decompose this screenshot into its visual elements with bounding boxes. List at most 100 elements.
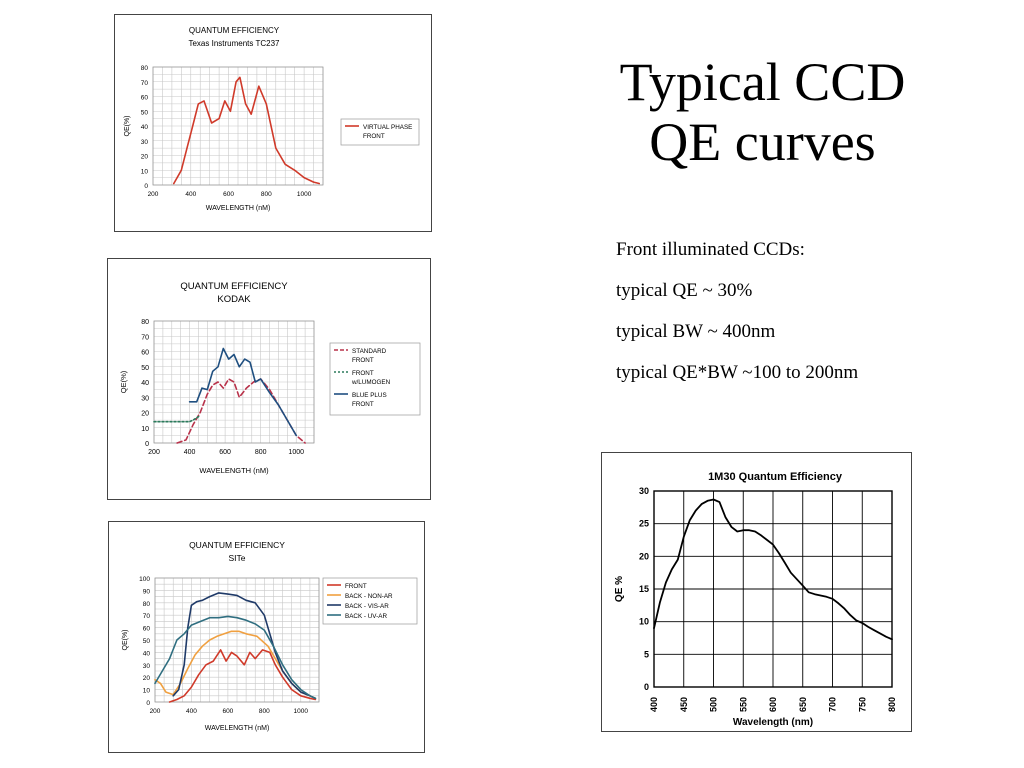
y-tick-label: 30 [141, 395, 149, 402]
y-tick-label: 15 [639, 584, 649, 594]
x-tick-label: 800 [261, 191, 272, 198]
chart-subtitle: Texas Instruments TC237 [188, 39, 280, 48]
y-tick-label: 100 [139, 576, 150, 583]
legend-label: FRONT [345, 583, 367, 590]
legend-label: VIRTUAL PHASE [363, 124, 412, 131]
series-line-blue-plus-front [188, 347, 297, 437]
x-tick-label: 600 [768, 697, 778, 712]
y-tick-label: 5 [644, 649, 649, 659]
y-axis-label: QE(%) [124, 116, 131, 137]
y-tick-label: 10 [639, 617, 649, 627]
plot-frame [154, 577, 320, 703]
y-tick-label: 70 [141, 334, 149, 341]
x-tick-label: 800 [259, 708, 270, 715]
x-tick-label: 400 [186, 708, 197, 715]
x-axis-label: WAVELENGTH (nM) [205, 725, 270, 732]
y-tick-label: 30 [141, 139, 149, 146]
chart-ti-svg: QUANTUM EFFICIENCY Texas Instruments TC23… [124, 26, 420, 212]
chart-kodak-svg: QUANTUM EFFICIENCY KODAK 200 400 600 800 1000 0… [119, 281, 421, 475]
y-tick-label: 90 [143, 588, 151, 595]
legend-box [340, 118, 420, 146]
x-tick-label: 200 [150, 708, 161, 715]
y-tick-label: 25 [639, 519, 649, 529]
series-line-back-vis-ar [172, 592, 317, 700]
x-tick-label: 750 [857, 697, 867, 712]
chart-subtitle: SITe [228, 553, 245, 563]
legend-label: STANDARD [352, 348, 387, 355]
y-tick-label: 50 [143, 638, 151, 645]
x-tick-label: 1000 [297, 191, 312, 198]
x-tick-label: 500 [709, 697, 719, 712]
legend-label: BACK - VIS-AR [345, 603, 389, 610]
plot-frame [152, 66, 324, 186]
series-line-front [168, 649, 317, 703]
x-axis-label: WAVELENGTH (nM) [206, 205, 271, 212]
legend-label: BLUE PLUS [352, 392, 387, 399]
chart-1m30-svg: 1M30 Quantum Efficiency 400 450 500 550 600 65… [614, 471, 897, 728]
chart-title: QUANTUM EFFICIENCY [180, 281, 288, 292]
y-tick-label: 80 [141, 65, 149, 72]
chart-kodak: QUANTUM EFFICIENCY KODAK 200 400 600 800 1000 0… [107, 258, 431, 500]
series-line-standard-front [176, 378, 306, 444]
y-tick-label: 60 [141, 95, 149, 102]
y-tick-label: 10 [143, 688, 151, 695]
y-tick-label: 60 [141, 350, 149, 357]
bullet-item: typical QE*BW ~100 to 200nm [616, 362, 859, 383]
slide-title: Typical CCD QE curves [560, 52, 965, 172]
chart-ti-tc237: QUANTUM EFFICIENCY Texas Instruments TC23… [114, 14, 432, 232]
x-tick-label: 600 [219, 449, 231, 456]
x-tick-label: 400 [184, 449, 196, 456]
chart-title: QUANTUM EFFICIENCY [189, 540, 285, 550]
chart-site: QUANTUM EFFICIENCY SITe 200 400 600 800 1000 0 1… [108, 521, 425, 753]
y-tick-label: 0 [145, 441, 149, 448]
x-tick-label: 700 [828, 697, 838, 712]
y-axis-label: QE(%) [119, 370, 128, 393]
plot-frame [653, 490, 893, 688]
x-tick-label: 400 [649, 697, 659, 712]
y-tick-label: 50 [141, 109, 149, 116]
y-tick-label: 40 [141, 124, 149, 131]
series-line-front-w-lumogen [153, 414, 201, 423]
y-tick-label: 20 [141, 411, 149, 418]
y-tick-label: 60 [143, 626, 151, 633]
y-tick-label: 10 [141, 168, 149, 175]
legend-box [329, 342, 421, 416]
slide-title-line-1: Typical CCD [619, 52, 906, 112]
x-tick-label: 600 [223, 191, 234, 198]
y-tick-label: 30 [143, 663, 151, 670]
y-tick-label: 40 [143, 650, 151, 657]
chart-site-svg: QUANTUM EFFICIENCY SITe 200 400 600 800 1000 0 1… [122, 540, 418, 732]
x-axis-label: WAVELENGTH (nM) [199, 466, 269, 475]
plot-frame [153, 320, 315, 444]
x-tick-label: 200 [148, 449, 160, 456]
y-axis-label: QE(%) [122, 630, 129, 651]
y-tick-label: 70 [141, 80, 149, 87]
y-tick-label: 30 [639, 486, 649, 496]
series-line-back-uv-ar [154, 615, 317, 700]
y-tick-label: 80 [141, 319, 149, 326]
legend-label: BACK - UV-AR [345, 613, 387, 620]
x-tick-label: 200 [148, 191, 159, 198]
bullet-item: typical QE ~ 30% [616, 280, 753, 301]
y-tick-label: 0 [144, 183, 148, 190]
y-tick-label: 0 [146, 700, 150, 707]
y-tick-label: 20 [639, 551, 649, 561]
x-tick-label: 1000 [294, 708, 309, 715]
series-line-qe [653, 498, 893, 641]
legend-label: BACK - NON-AR [345, 593, 393, 600]
x-tick-label: 800 [887, 697, 897, 712]
y-tick-label: 80 [143, 601, 151, 608]
y-tick-label: 20 [141, 154, 149, 161]
chart-1m30: 1M30 Quantum Efficiency 400 450 500 550 600 65… [601, 452, 912, 732]
x-tick-label: 550 [738, 697, 748, 712]
y-tick-label: 50 [141, 365, 149, 372]
bullet-item: typical BW ~ 400nm [616, 321, 776, 342]
legend-label: FRONT [363, 133, 385, 140]
y-tick-label: 20 [143, 675, 151, 682]
y-tick-label: 0 [644, 682, 649, 692]
x-tick-label: 400 [185, 191, 196, 198]
x-tick-label: 600 [222, 708, 233, 715]
y-tick-label: 10 [141, 426, 149, 433]
legend-label: w/LUMOGEN [351, 379, 391, 386]
y-tick-label: 40 [141, 380, 149, 387]
